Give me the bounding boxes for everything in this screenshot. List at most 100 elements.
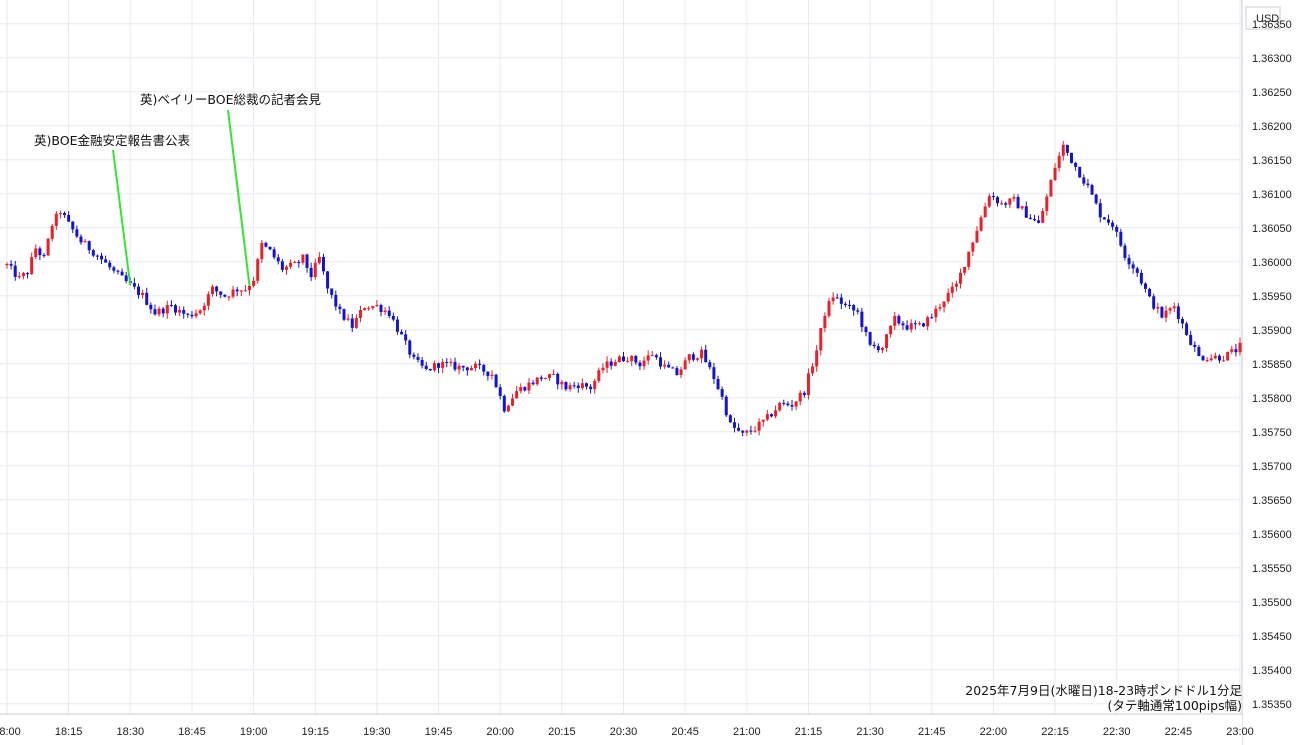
candle-body [1168,308,1172,311]
candle-body [375,304,379,307]
candle-body [543,377,547,379]
candle-body [87,241,91,251]
candle-body [58,213,62,215]
candle-body [235,289,239,292]
candle-body [806,373,810,396]
candle-body [149,304,153,310]
candle-body [527,382,531,391]
candle-body [338,306,342,310]
candle-body [457,365,461,370]
candle-body [412,354,416,357]
price-axis-panel[interactable] [1242,0,1300,745]
candle-body [1222,360,1226,362]
candle-body [400,331,404,335]
candle-body [21,273,25,277]
candle-body [330,288,334,295]
candle-body [646,355,650,361]
candle-body [1078,166,1082,178]
candle-body [46,238,50,256]
candle-body [71,221,75,230]
candle-body [1185,323,1189,335]
candle-body [790,405,794,407]
candle-body [1230,349,1234,352]
candle-body [276,257,280,262]
candle-body [737,427,741,431]
candle-body [959,272,963,284]
candle-body [1016,197,1020,209]
candle-body [745,430,749,433]
price-tick-label: 1.35800 [1252,393,1292,405]
candle-body [141,292,145,295]
candle-body [1180,318,1184,324]
candle-body [1090,185,1094,195]
candle-body [605,361,609,368]
price-tick-label: 1.36000 [1252,257,1292,269]
candle-body [420,359,424,366]
candle-body [1148,288,1152,297]
candle-body [975,230,979,243]
candle-body [687,354,691,361]
candle-body [482,364,486,372]
candle-body [913,323,917,325]
candle-body [876,346,880,351]
candle-body [506,405,510,412]
candle-body [190,314,194,317]
candle-body [252,280,256,286]
candle-body [1037,220,1041,223]
candle-body [1209,358,1213,361]
price-tick-label: 1.36200 [1252,121,1292,133]
candle-body [424,365,428,369]
price-tick-label: 1.35750 [1252,427,1292,439]
candle-body [1217,355,1221,361]
candle-body [1061,144,1065,156]
candle-body [346,318,350,320]
candle-body [1020,206,1024,209]
price-tick-label: 1.36150 [1252,155,1292,167]
candle-body [1024,206,1028,218]
annotation-label: 英)ベイリーBOE総裁の記者会見 [140,92,321,107]
candle-body [511,398,515,406]
candle-body [679,369,683,376]
candle-body [1094,194,1098,204]
candle-body [104,259,108,263]
time-axis-panel[interactable] [0,714,1242,745]
candle-body [1160,306,1164,318]
candle-body [264,242,268,247]
candle-body [145,292,149,305]
candle-body [880,347,884,351]
candle-body [437,363,441,368]
candle-body [967,251,971,267]
candle-body [548,374,552,378]
candle-body [67,214,71,222]
candle-body [26,273,30,275]
candle-body [917,323,921,325]
candle-body [835,297,839,299]
candle-body [305,254,309,268]
candle-body [987,196,991,207]
candle-body [589,386,593,390]
candle-body [387,310,391,316]
candle-body [1049,180,1053,197]
annotation-label: 英)BOE金融安定報告書公表 [34,133,190,148]
time-tick-label: 20:15 [548,726,576,738]
candle-body [634,356,638,363]
candle-body [453,361,457,370]
candle-body [478,363,482,365]
candle-body [749,430,753,432]
candle-body [219,291,223,295]
time-tick-label: 19:45 [425,726,453,738]
candle-body [395,319,399,332]
price-tick-label: 1.35550 [1252,563,1292,575]
candle-body [231,289,235,297]
candle-body [100,255,104,260]
candle-body [161,308,165,314]
candle-body [83,241,87,243]
candle-body [239,290,243,292]
candle-body [165,305,169,314]
caption-line-2: (タテ軸通常100pips幅) [1107,698,1242,713]
time-tick-label: 22:30 [1103,726,1131,738]
candle-body [720,389,724,397]
candle-body [872,344,876,347]
candle-body [753,430,757,432]
